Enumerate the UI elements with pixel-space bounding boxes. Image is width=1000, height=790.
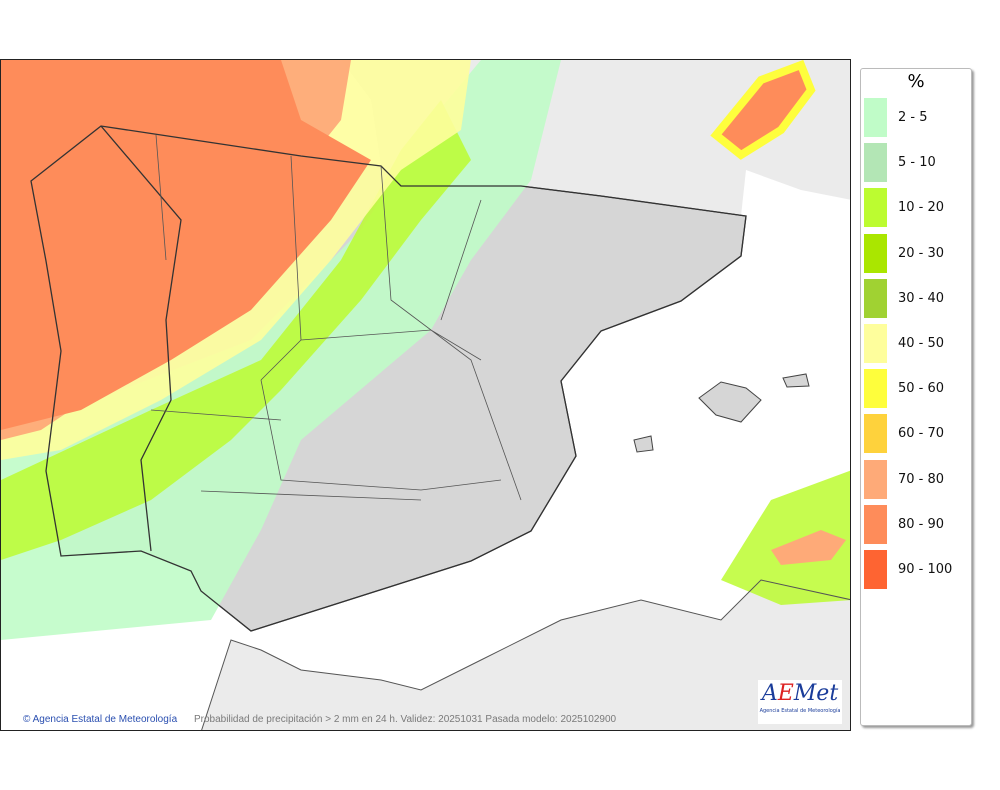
copyright-credit[interactable]: © Agencia Estatal de Meteorología: [23, 714, 178, 725]
legend-label: 70 - 80: [898, 471, 945, 487]
legend-item: 70 - 80: [861, 457, 971, 502]
legend-item: 60 - 70: [861, 411, 971, 456]
ibiza: [633, 435, 654, 453]
legend-label: 20 - 30: [898, 245, 945, 261]
logo-subtitle: Agencia Estatal de Meteorología: [759, 708, 841, 714]
field-balearic-sea: [721, 470, 850, 605]
africa-land: [201, 580, 850, 730]
legend-swatch: [864, 369, 887, 409]
legend-swatch: [864, 98, 887, 138]
legend-swatch: [864, 549, 887, 589]
menorca: [782, 373, 810, 388]
legend-item: 20 - 30: [861, 231, 971, 276]
legend-swatch: [864, 278, 887, 318]
legend-swatch: [864, 188, 887, 228]
legend-item: 10 - 20: [861, 185, 971, 230]
legend-swatch: [864, 414, 887, 454]
legend-item: 90 - 100: [861, 547, 971, 592]
legend-label: 50 - 60: [898, 381, 945, 397]
legend-label: 90 - 100: [898, 561, 953, 577]
map-canvas: [1, 60, 850, 730]
legend-swatch: [864, 324, 887, 364]
africa-coastline: [201, 579, 850, 730]
field-ne-france: [710, 60, 816, 160]
mallorca: [698, 381, 762, 423]
legend-item: 80 - 90: [861, 502, 971, 547]
legend-label: 80 - 90: [898, 516, 945, 532]
legend-label: 60 - 70: [898, 426, 945, 442]
legend-swatch: [864, 233, 887, 273]
legend-label: 40 - 50: [898, 336, 945, 352]
legend-item: 40 - 50: [861, 321, 971, 366]
legend-swatch: [864, 143, 887, 183]
legend-title: %: [907, 71, 925, 92]
region-borders: [150, 134, 522, 501]
legend-swatch: [864, 459, 887, 499]
legend-item: 50 - 60: [861, 366, 971, 411]
legend-label: 10 - 20: [898, 200, 945, 216]
legend-label: 30 - 40: [898, 290, 945, 306]
legend: % 2 - 5 5 - 10 10 - 20 20 - 30 30 - 40 40 - 5…: [860, 68, 972, 726]
legend-swatch: [864, 504, 887, 544]
legend-label: 2 - 5: [898, 110, 928, 126]
map-caption: Probabilidad de precipitación > 2 mm en …: [194, 714, 617, 725]
aemet-logo: AEMet Agencia Estatal de Meteorología: [758, 680, 842, 724]
field-alboran: [771, 530, 846, 565]
legend-item: 30 - 40: [861, 276, 971, 321]
legend-item: 5 - 10: [861, 140, 971, 185]
legend-item: 2 - 5: [861, 95, 971, 140]
logo-wordmark: AEMet: [761, 681, 839, 706]
precipitation-probability-map: © Agencia Estatal de Meteorología Probab…: [0, 59, 851, 731]
legend-label: 5 - 10: [898, 155, 936, 171]
portugal-border: [100, 125, 182, 552]
field-10-20: [1, 100, 471, 560]
